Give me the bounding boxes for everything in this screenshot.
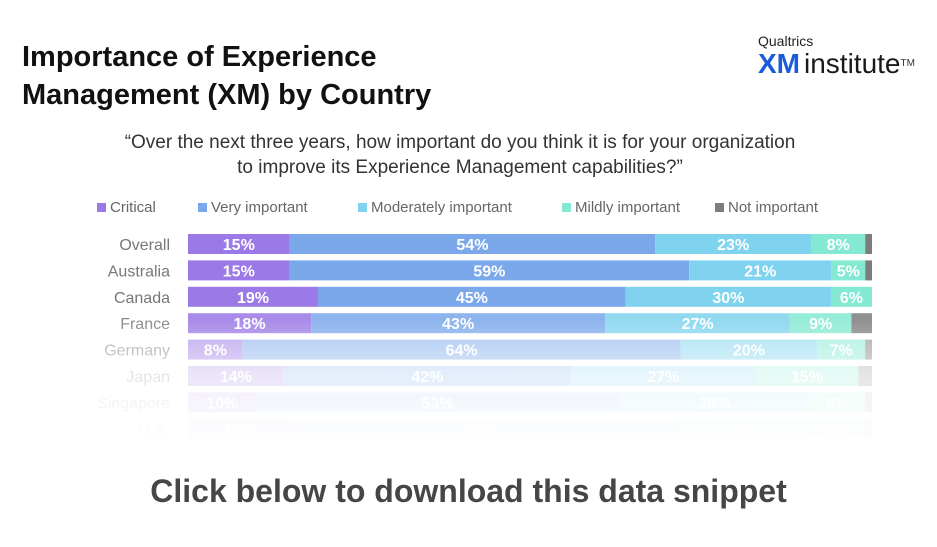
logo-institute-text: institute [804,48,901,79]
legend-swatch-mildly-important [562,203,571,212]
data-label-moderately-important: 28% [699,395,731,412]
data-label-moderately-important: 30% [712,290,744,307]
bar-segment-not-important [851,313,872,334]
data-label-moderately-important: 20% [727,422,759,439]
data-label-very-important: 54% [456,237,488,254]
category-label: Australia [108,263,170,280]
category-label: Singapore [97,395,170,412]
bar-segment-very-important [289,260,690,281]
bar-row-australia: Australia 15% 59% 21% 5% [108,260,872,281]
logo-wordmark: XM instituteTM [758,49,915,79]
category-label: U.K. [139,422,170,439]
logo-tm-text: TM [900,58,915,69]
bar-row-france: France 18% 43% 27% 9% [120,313,872,334]
legend-item-not-important: Not important [715,199,835,216]
legend-label-very-important: Very important [211,199,308,216]
category-label: Canada [114,290,170,307]
data-label-mildly-important: 8% [827,422,850,439]
data-label-critical: 15% [223,237,255,254]
data-label-moderately-important: 23% [717,237,749,254]
data-label-mildly-important: 8% [827,237,850,254]
bar-segment-not-important [865,339,872,360]
bar-segment-moderately-important [655,234,812,254]
bar-segment-mildly-important [830,286,872,307]
bar-segment-not-important [865,260,872,281]
bar-row-germany: Germany 8% 64% 20% 7% [104,339,872,360]
data-label-critical: 18% [234,316,266,333]
legend-swatch-not-important [715,203,724,212]
legend-swatch-critical [97,203,106,212]
bar-segment-not-important [858,366,872,386]
bar-segment-very-important [317,286,626,307]
chart-title: Importance of Experience Management (XM)… [22,38,431,114]
data-label-very-important: 42% [411,369,443,386]
legend-item-critical: Critical [97,199,198,216]
data-label-mildly-important: 6% [840,290,863,307]
data-label-critical: 8% [204,343,227,360]
data-label-mildly-important: 8% [826,395,849,412]
data-label-very-important: 45% [456,290,488,307]
bar-segment-critical [188,234,290,254]
data-label-very-important: 57% [467,422,499,439]
question-line-2: to improve its Experience Management cap… [237,157,683,178]
category-label: France [120,316,170,333]
logo-qualtrics-text: Qualtrics [758,33,814,49]
category-label: Germany [104,343,170,360]
legend-swatch-very-important [198,203,207,212]
legend-label-mildly-important: Mildly important [575,199,681,216]
legend-swatch-moderately-important [358,203,367,212]
data-label-mildly-important: 15% [791,369,823,386]
category-label: Japan [126,369,170,386]
data-label-very-important: 64% [446,343,478,360]
bar-segment-mildly-important [831,260,866,281]
data-label-very-important: 59% [473,263,505,280]
bar-segment-not-important [865,418,872,439]
bar-segment-moderately-important [625,286,831,307]
data-label-critical: 10% [206,395,238,412]
category-label: Overall [119,237,170,254]
data-label-very-important: 53% [422,395,454,412]
bar-row-canada: Canada 19% 45% 30% 6% [114,286,872,307]
data-label-moderately-important: 21% [744,263,776,280]
legend-label-not-important: Not important [728,199,819,216]
title-line-2: Management (XM) by Country [22,79,432,111]
logo-xm-text: XM [758,48,800,79]
data-label-mildly-important: 5% [837,263,860,280]
bar-segment-moderately-important [689,260,832,281]
legend-item-moderately-important: Moderately important [358,199,562,216]
bar-row-u-k: U.K. 15% 57% 20% 8% [139,418,872,439]
data-label-critical: 15% [223,263,255,280]
data-label-very-important: 43% [442,316,474,333]
data-label-moderately-important: 27% [682,316,714,333]
bar-segment-not-important [865,234,872,254]
legend-label-moderately-important: Moderately important [371,199,512,216]
chart-legend: Critical Very important Moderately importa… [97,199,835,216]
title-line-1: Importance of Experience [22,41,377,73]
data-label-mildly-important: 9% [809,316,832,333]
legend-label-critical: Critical [110,199,156,216]
data-label-mildly-important: 7% [830,343,853,360]
bar-row-overall: Overall 15% 54% 23% 8% [119,234,872,254]
bar-segment-very-important [289,234,656,254]
bar-segment-not-important [865,392,872,413]
bar-segment-mildly-important [811,234,866,254]
data-label-moderately-important: 27% [647,369,679,386]
bar-segment-critical [188,260,290,281]
bar-row-japan: Japan 14% 42% 27% 15% [126,366,872,386]
data-label-critical: 14% [220,369,252,386]
download-cta-link[interactable]: Click below to download this data snippe… [150,473,787,509]
qualtrics-xm-institute-logo[interactable]: Qualtrics XM instituteTM [758,33,915,79]
data-label-critical: 19% [237,290,269,307]
data-label-moderately-important: 20% [733,343,765,360]
bar-row-singapore: Singapore 10% 53% 28% 8% [97,392,872,413]
question-line-1: “Over the next three years, how importan… [124,132,796,153]
data-label-critical: 15% [223,422,255,439]
legend-item-mildly-important: Mildly important [562,199,715,216]
legend-item-very-important: Very important [198,199,358,216]
bar-segment-critical [188,286,318,307]
survey-question: “Over the next three years, how importan… [40,130,880,180]
